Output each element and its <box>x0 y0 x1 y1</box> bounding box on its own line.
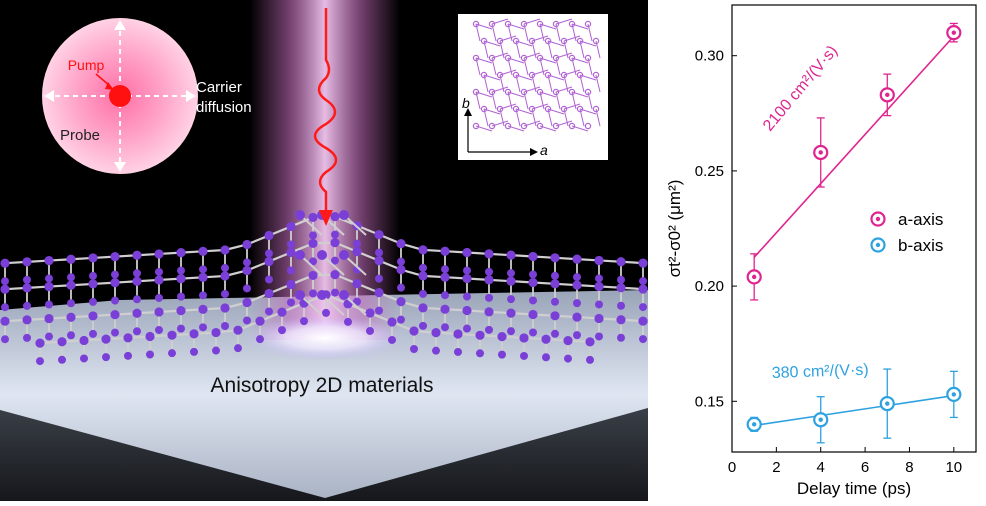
x-tick-label: 10 <box>945 459 962 476</box>
data-point-center <box>951 30 957 35</box>
fit-line-a-axis <box>753 35 955 258</box>
axis-a-label: a <box>540 142 548 158</box>
substrate-side <box>0 408 648 501</box>
arrow-up-icon <box>114 20 126 30</box>
arrow-down-icon <box>114 162 126 172</box>
illustration-svg: Pump Probe Carrier diffusion a b Anisotr… <box>0 0 648 501</box>
legend-marker-center <box>875 216 881 222</box>
lattice-inset: a b <box>458 14 608 160</box>
lattice-structure-icon <box>472 18 601 132</box>
data-point-center <box>751 274 757 280</box>
chart-svg: 0 2 4 6 8 10 0.15 0.20 0.25 0.30 Delay time (ps) σt… <box>665 4 977 498</box>
axis-b-label: b <box>462 95 470 111</box>
crystal-lattice <box>0 210 648 366</box>
x-tick-label: 0 <box>728 459 736 476</box>
arrow-right-icon <box>186 90 196 102</box>
y-tick-label: 0.20 <box>695 278 724 295</box>
carrier-label-line1: Carrier <box>196 79 242 96</box>
pump-label: Pump <box>68 57 105 73</box>
y-tick-label: 0.30 <box>695 48 724 65</box>
data-point-center <box>818 417 823 422</box>
data-point-center <box>885 92 890 98</box>
data-point-center <box>951 392 957 397</box>
fit-annotation-a-axis: 2100 cm²/(V·s) <box>760 43 841 135</box>
data-point-center <box>818 150 823 155</box>
diffusion-inset: Pump Probe <box>42 18 198 174</box>
fit-line-b-axis <box>754 394 954 427</box>
carrier-label-line2: diffusion <box>196 99 252 116</box>
legend-label: a-axis <box>898 210 943 229</box>
x-tick-label: 8 <box>905 459 913 476</box>
y-tick-label: 0.25 <box>695 163 724 180</box>
arrow-left-icon <box>44 90 54 102</box>
x-tick-label: 4 <box>817 459 825 476</box>
substrate-top <box>0 290 648 498</box>
data-point-center <box>751 422 757 427</box>
legend-label: b-axis <box>898 236 943 255</box>
chart-panel: 0 2 4 6 8 10 0.15 0.20 0.25 0.30 Delay time (ps) σt… <box>648 0 986 501</box>
beam-spot <box>245 316 405 360</box>
fit-annotation-b-axis: 380 cm²/(V·s) <box>772 362 869 382</box>
x-axis-label: Delay time (ps) <box>797 479 911 498</box>
plot-frame <box>731 4 977 453</box>
illustration-caption: Anisotropy 2D materials <box>211 374 434 397</box>
x-tick-label: 6 <box>861 459 869 476</box>
pump-dot <box>109 85 131 107</box>
pump-pulse-icon <box>313 8 338 212</box>
y-axis-label: σt²-σ0² (μm²) <box>665 180 684 278</box>
data-point-center <box>885 401 890 406</box>
probe-label: Probe <box>60 127 100 144</box>
x-tick-label: 2 <box>772 459 780 476</box>
y-tick-label: 0.15 <box>695 393 724 410</box>
legend-marker-center <box>875 242 881 248</box>
illustration-panel: Pump Probe Carrier diffusion a b Anisotr… <box>0 0 648 501</box>
pump-arrow-head-icon <box>319 210 333 226</box>
pump-pointer-icon <box>105 82 114 90</box>
